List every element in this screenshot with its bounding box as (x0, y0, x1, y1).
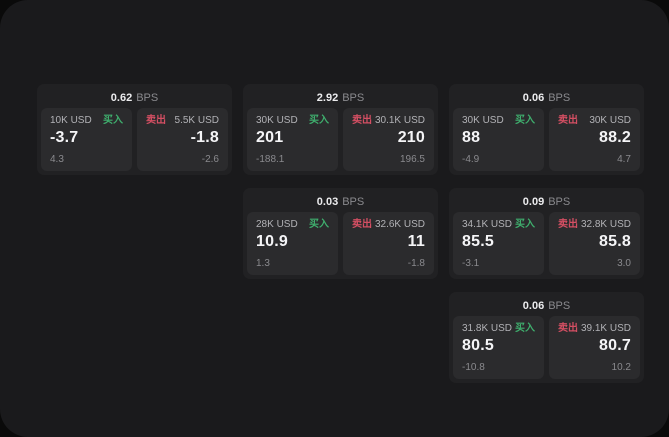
sell-side-label: 卖出 (558, 323, 578, 334)
sell-notional: 30K USD (589, 115, 631, 126)
buy-notional: 31.8K USD (462, 323, 513, 334)
quote-card: 2.92 BPS 30K USD 买入 201 -188.1 卖出 30.1K … (243, 84, 438, 175)
quote-grid: 0.62 BPS 10K USD 买入 -3.7 4.3 卖出 5.5K USD (37, 84, 644, 383)
quote-card: 0.03 BPS 28K USD 买入 10.9 1.3 卖出 32.6K US… (243, 188, 438, 279)
buy-price: -3.7 (50, 129, 79, 146)
quote-card: 0.09 BPS 34.1K USD 买入 85.5 -3.1 卖出 32.8K… (449, 188, 644, 279)
bps-unit: BPS (548, 196, 571, 208)
buy-price: 88 (462, 129, 481, 146)
sell-side-label: 卖出 (558, 115, 578, 126)
spread-header: 0.06 BPS (453, 296, 640, 316)
buy-notional: 10K USD (50, 115, 92, 126)
buy-panel[interactable]: 30K USD 买入 201 -188.1 (247, 108, 338, 171)
sell-price: 80.7 (599, 337, 631, 354)
buy-change: 1.3 (256, 258, 270, 269)
buy-side-label: 买入 (515, 219, 535, 230)
bps-value: 0.62 (110, 92, 133, 104)
buy-side-label: 买入 (103, 115, 123, 126)
sell-price: 11 (407, 233, 425, 250)
sell-price: -1.8 (190, 129, 219, 146)
buy-notional: 28K USD (256, 219, 298, 230)
bps-value: 0.06 (522, 92, 545, 104)
sell-panel[interactable]: 卖出 30.1K USD 210 196.5 (343, 108, 434, 171)
sell-panel[interactable]: 卖出 30K USD 88.2 4.7 (549, 108, 640, 171)
buy-price: 80.5 (462, 337, 494, 354)
sell-notional: 32.6K USD (374, 219, 425, 230)
buy-price: 85.5 (462, 233, 494, 250)
sell-change: -1.8 (407, 258, 425, 269)
buy-panel[interactable]: 31.8K USD 买入 80.5 -10.8 (453, 316, 544, 379)
sell-change: 10.2 (611, 362, 631, 373)
spread-header: 0.09 BPS (453, 192, 640, 212)
buy-change: 4.3 (50, 154, 64, 165)
spread-header: 2.92 BPS (247, 88, 434, 108)
sell-side-label: 卖出 (352, 115, 372, 126)
sell-panel[interactable]: 卖出 32.6K USD 11 -1.8 (343, 212, 434, 275)
buy-change: -3.1 (462, 258, 480, 269)
sell-change: 3.0 (617, 258, 631, 269)
sell-side-label: 卖出 (558, 219, 578, 230)
buy-change: -4.9 (462, 154, 480, 165)
sell-change: 196.5 (399, 154, 425, 165)
buy-panel[interactable]: 34.1K USD 买入 85.5 -3.1 (453, 212, 544, 275)
sell-notional: 39.1K USD (580, 323, 631, 334)
buy-notional: 34.1K USD (462, 219, 513, 230)
buy-notional: 30K USD (256, 115, 298, 126)
sell-change: -2.6 (201, 154, 219, 165)
sell-panel[interactable]: 卖出 39.1K USD 80.7 10.2 (549, 316, 640, 379)
bps-unit: BPS (342, 92, 365, 104)
buy-side-label: 买入 (309, 219, 329, 230)
bps-value: 0.06 (522, 300, 545, 312)
sell-price: 85.8 (599, 233, 631, 250)
buy-change: -10.8 (462, 362, 485, 373)
sell-price: 210 (397, 129, 425, 146)
buy-panel[interactable]: 28K USD 买入 10.9 1.3 (247, 212, 338, 275)
buy-change: -188.1 (256, 154, 285, 165)
sell-notional: 30.1K USD (374, 115, 425, 126)
buy-side-label: 买入 (515, 115, 535, 126)
buy-side-label: 买入 (515, 323, 535, 334)
quote-card: 0.06 BPS 30K USD 买入 88 -4.9 卖出 30K USD (449, 84, 644, 175)
bps-unit: BPS (548, 300, 571, 312)
sell-side-label: 卖出 (146, 115, 166, 126)
bps-unit: BPS (548, 92, 571, 104)
sell-change: 4.7 (617, 154, 631, 165)
quote-card: 0.62 BPS 10K USD 买入 -3.7 4.3 卖出 5.5K USD (37, 84, 232, 175)
buy-side-label: 买入 (309, 115, 329, 126)
sell-panel[interactable]: 卖出 32.8K USD 85.8 3.0 (549, 212, 640, 275)
bps-value: 0.03 (316, 196, 339, 208)
buy-price: 201 (256, 129, 284, 146)
bps-unit: BPS (342, 196, 365, 208)
sell-notional: 32.8K USD (580, 219, 631, 230)
buy-notional: 30K USD (462, 115, 504, 126)
buy-price: 10.9 (256, 233, 288, 250)
sell-panel[interactable]: 卖出 5.5K USD -1.8 -2.6 (137, 108, 228, 171)
spread-header: 0.62 BPS (41, 88, 228, 108)
sell-price: 88.2 (599, 129, 631, 146)
buy-panel[interactable]: 30K USD 买入 88 -4.9 (453, 108, 544, 171)
bps-value: 2.92 (316, 92, 339, 104)
buy-panel[interactable]: 10K USD 买入 -3.7 4.3 (41, 108, 132, 171)
sell-notional: 5.5K USD (174, 115, 219, 126)
bps-unit: BPS (136, 92, 159, 104)
spread-header: 0.06 BPS (453, 88, 640, 108)
bps-value: 0.09 (522, 196, 545, 208)
sell-side-label: 卖出 (352, 219, 372, 230)
spread-header: 0.03 BPS (247, 192, 434, 212)
quote-card: 0.06 BPS 31.8K USD 买入 80.5 -10.8 卖出 39.1… (449, 292, 644, 383)
